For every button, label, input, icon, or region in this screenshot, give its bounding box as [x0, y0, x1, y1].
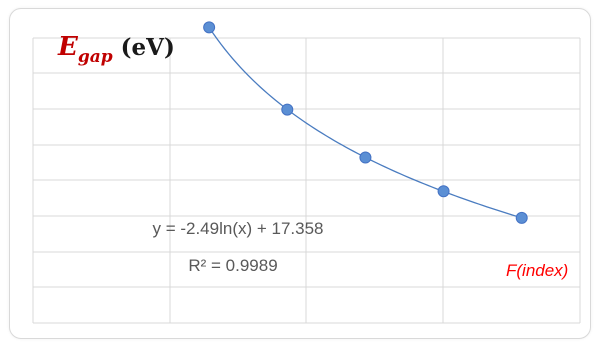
chart-card	[9, 8, 591, 339]
data-point-1	[203, 21, 216, 34]
y-axis-label: Egap (eV)	[57, 32, 175, 67]
data-point-4	[437, 185, 450, 198]
data-markers	[203, 21, 528, 224]
y-axis-label-symbol: E	[57, 32, 79, 62]
r-squared-label: R² = 0.9989	[188, 256, 277, 275]
data-point-3	[359, 151, 372, 164]
data-point-2	[281, 103, 294, 116]
trendline	[208, 27, 522, 219]
x-axis-label: F(index)	[506, 261, 568, 280]
data-point-5	[515, 211, 528, 224]
gridlines	[32, 37, 581, 324]
y-axis-label-unit: (eV)	[113, 34, 175, 61]
y-axis-label-subscript: gap	[78, 47, 113, 67]
trendline-equation: y = -2.49ln(x) + 17.358	[152, 219, 323, 238]
